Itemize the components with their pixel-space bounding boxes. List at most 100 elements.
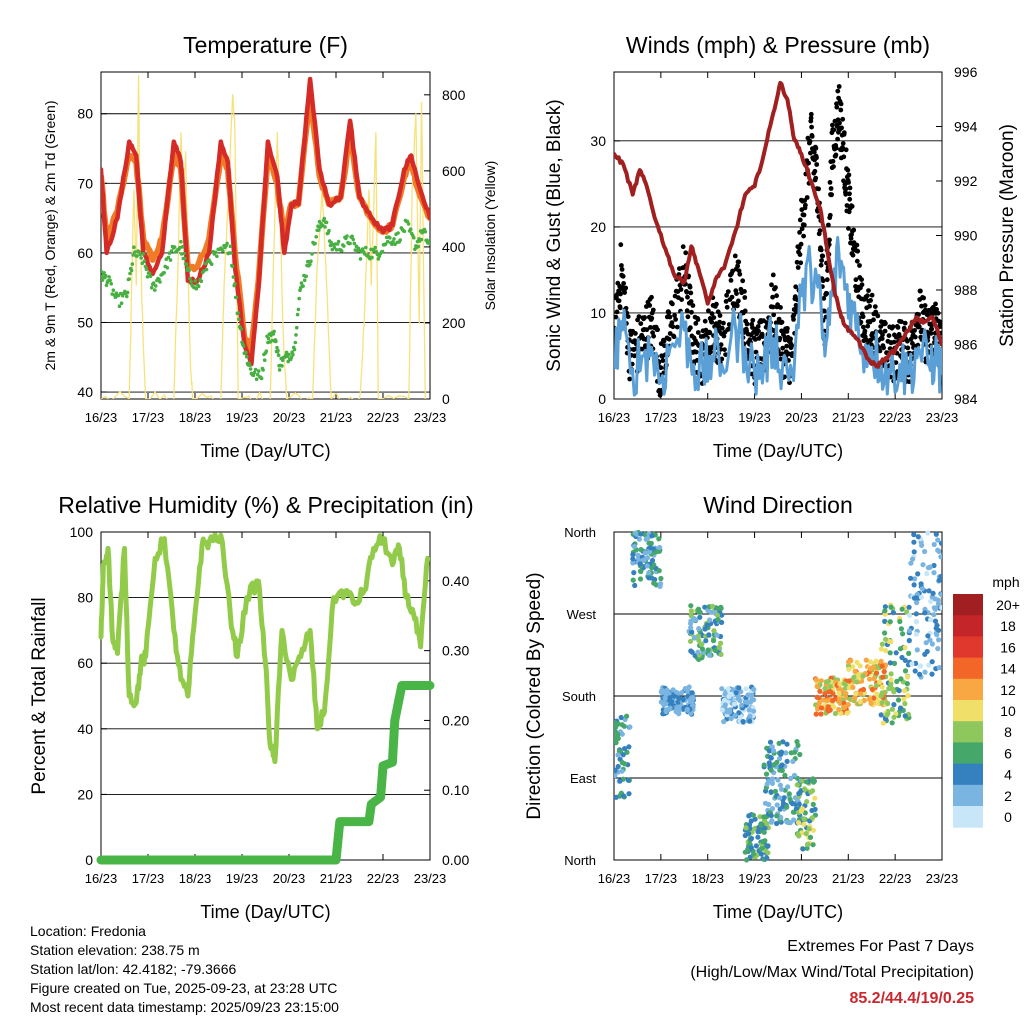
direction-point <box>850 684 856 691</box>
dewpoint-series-point <box>276 348 280 353</box>
gust-series-point <box>859 277 864 282</box>
dewpoint-series-point <box>139 256 143 260</box>
direction-point <box>745 692 751 698</box>
gust-series-point <box>814 155 819 161</box>
chart-title: Temperature (F) <box>183 32 348 58</box>
panel-3: Relative Humidity (%) & Precipitation (i… <box>29 492 474 922</box>
y-tick-label: 40 <box>77 384 93 400</box>
direction-point <box>902 644 908 651</box>
direction-point <box>721 697 728 703</box>
gust-series-point <box>736 259 742 265</box>
chart-title: Winds (mph) & Pressure (mb) <box>626 32 930 58</box>
direction-point <box>643 536 649 542</box>
dewpoint-series-point <box>259 376 264 381</box>
dewpoint-series-point <box>237 317 241 322</box>
dewpoint-series-point <box>280 364 284 368</box>
direction-point <box>688 603 694 609</box>
gust-series-point <box>650 330 655 335</box>
x-tick-label: 20/23 <box>273 410 306 425</box>
direction-point <box>845 702 851 708</box>
y-tick-label: West <box>567 607 597 622</box>
direction-point <box>688 648 694 654</box>
direction-point <box>706 652 713 658</box>
gust-series-point <box>928 331 934 336</box>
dewpoint-series-point <box>275 345 279 350</box>
direction-point <box>838 710 844 716</box>
direction-point <box>810 801 816 808</box>
colorbar-swatch <box>953 721 983 743</box>
direction-point <box>642 550 648 556</box>
direction-point <box>767 754 774 761</box>
colorbar-label: 10 <box>1000 703 1016 719</box>
direction-point <box>863 657 869 663</box>
dewpoint-series-point <box>358 257 363 261</box>
gust-series-point <box>841 178 846 184</box>
colorbar-swatch <box>953 700 983 722</box>
gust-series-point <box>730 268 735 274</box>
dewpoint-series-point <box>142 259 147 264</box>
gust-series-point <box>714 301 719 307</box>
gust-series-point <box>843 191 849 197</box>
gust-series-point <box>619 267 625 272</box>
direction-point <box>875 700 881 706</box>
gust-series-point <box>724 304 730 310</box>
colorbar-swatch <box>953 615 983 637</box>
gust-series-point <box>773 285 778 290</box>
gust-series-point <box>850 252 856 258</box>
direction-point <box>702 604 708 610</box>
direction-point <box>803 831 809 837</box>
direction-point <box>906 604 912 610</box>
direction-point <box>902 713 908 719</box>
gust-series-point <box>785 326 790 331</box>
direction-point <box>774 820 780 827</box>
direction-point <box>747 713 753 719</box>
dewpoint-series-point <box>153 288 157 292</box>
gust-series-point <box>618 291 623 297</box>
direction-point <box>646 575 652 581</box>
gust-series-point <box>742 308 748 314</box>
direction-point <box>743 686 749 692</box>
direction-point <box>710 638 717 644</box>
gust-series-point <box>797 252 803 257</box>
direction-point <box>656 568 662 574</box>
gust-series-point <box>770 272 776 278</box>
dewpoint-series-point <box>251 373 256 378</box>
direction-point <box>621 723 627 729</box>
y-axis-label: Direction (Colored By Speed) <box>524 572 545 819</box>
direction-point <box>922 548 928 555</box>
direction-point <box>885 711 891 717</box>
direction-point <box>796 801 802 807</box>
x-tick-label: 17/23 <box>645 410 678 425</box>
direction-point <box>696 626 702 632</box>
dewpoint-series-point <box>229 251 233 255</box>
direction-point <box>867 659 874 665</box>
gust-series-point <box>735 263 740 269</box>
dewpoint-series-point <box>138 252 142 257</box>
direction-point <box>922 610 928 616</box>
gust-series-point <box>847 196 853 202</box>
direction-point <box>900 631 906 637</box>
gust-series-point <box>774 293 779 299</box>
gust-series-point <box>831 127 837 133</box>
gust-series-point <box>695 330 701 335</box>
direction-point <box>890 610 897 616</box>
dewpoint-series-point <box>129 268 134 273</box>
direction-point <box>904 609 910 615</box>
y-tick-label-right: 994 <box>954 119 978 135</box>
direction-point <box>755 834 761 840</box>
dewpoint-series-point <box>392 237 396 241</box>
direction-point <box>630 556 636 562</box>
gust-series-point <box>667 314 673 320</box>
gust-series-point <box>670 324 676 330</box>
direction-point <box>657 583 663 590</box>
direction-point <box>836 706 842 713</box>
direction-point <box>630 577 636 583</box>
gust-series-point <box>872 304 878 309</box>
gust-series-point <box>845 167 851 173</box>
dewpoint-series-point <box>196 284 201 289</box>
colorbar-label: 4 <box>1004 767 1012 783</box>
direction-point <box>905 693 911 699</box>
gust-series-point <box>680 244 686 250</box>
direction-point <box>928 617 934 623</box>
x-axis-label: Time (Day/UTC) <box>713 441 843 461</box>
